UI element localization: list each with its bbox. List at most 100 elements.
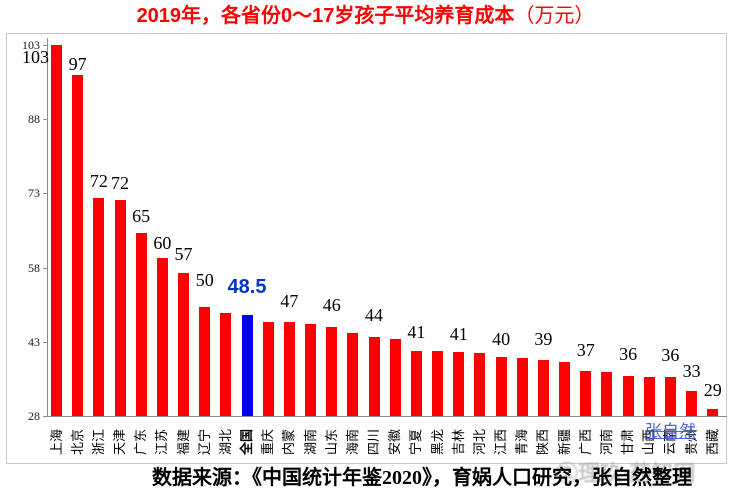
chart-title: 2019年，各省份0～17岁孩子平均养育成本（万元） [0,3,731,29]
bar [453,351,465,416]
x-category-label: 西藏 [704,429,720,456]
y-tick-mark [43,44,47,46]
bar [305,323,317,416]
x-category-label: 重庆 [260,429,276,456]
bar-value-label: 72 [89,171,108,192]
x-category-label: 山东 [323,429,339,456]
x-category-label: 河北 [471,429,487,456]
bar [135,232,147,416]
y-tick-mark [43,267,47,269]
bar [707,408,719,416]
x-category-label: 全国 [239,429,255,456]
y-tick-label: 43 [28,334,40,349]
x-category-label: 广西 [577,429,593,456]
bar-value-label: 37 [576,340,595,361]
bar [516,358,528,416]
bar [347,333,359,416]
bar-value-label: 36 [661,345,680,366]
bar [664,377,676,416]
x-category-label: 安徽 [387,429,403,456]
bar [601,372,613,416]
y-tick-mark [43,193,47,195]
bar-value-label: 97 [68,53,87,74]
bar-value-label: 47 [280,291,299,311]
bar-value-label: 39 [534,329,553,350]
author-watermark: 张自然 [645,422,696,441]
bar [114,199,126,416]
x-category-label: 湖南 [302,429,318,456]
bar-value-label: 36 [619,343,638,364]
y-tick-label: 73 [28,186,40,201]
x-axis-line [47,416,727,417]
bar-national-highlight [241,314,253,416]
x-category-label: 陕西 [535,429,551,456]
x-category-label: 江西 [493,429,509,456]
bar [580,371,592,416]
y-tick-label: 58 [28,260,40,275]
bar [368,336,380,416]
bar [410,350,422,416]
bar-value-label: 50 [195,270,214,291]
y-axis-line [47,38,48,416]
x-category-label: 河南 [598,429,614,456]
bar-value-label: 65 [132,205,151,226]
y-tick-label: 88 [28,112,40,127]
bar [432,351,444,416]
x-category-label: 北京 [69,429,85,456]
y-tick-mark [43,416,47,417]
y-tick-label: 28 [28,409,40,423]
x-category-label: 天津 [112,429,127,456]
site-watermark: ②理玖·药智网 [556,461,696,486]
x-category-label: 黑龙 [429,429,445,456]
x-category-label: 内蒙 [281,429,297,456]
bar [559,361,571,416]
bar-value-label: 48.5 [227,275,267,298]
bar [178,272,190,416]
x-category-label: 辽宁 [196,429,212,456]
x-category-label: 江苏 [154,429,170,456]
bar [262,321,274,416]
x-category-label: 青海 [514,429,530,456]
x-category-label: 福建 [175,429,191,456]
bar [51,44,62,416]
x-category-label: 宁夏 [408,429,424,456]
x-category-label: 甘肃 [620,429,636,456]
y-tick-mark [43,119,47,121]
bar [93,198,105,416]
y-tick-mark [43,341,47,343]
x-category-label: 湖北 [217,429,233,456]
x-category-label: 吉林 [450,429,466,456]
bar-value-label: 57 [174,243,193,264]
bar-value-label: 44 [365,304,384,325]
bar [474,353,486,416]
bar [537,360,549,416]
bar-value-label: 41 [449,323,468,344]
bar [156,257,168,416]
bar [283,322,295,416]
x-category-label: 新疆 [556,429,572,456]
bar-value-label: 60 [153,232,172,253]
footer-source: 数据来源：《中国统计年鉴2020》，育娲人口研究，张自然整理 [152,467,692,489]
x-category-label: 上海 [48,429,64,456]
bar [686,391,698,416]
x-category-label: 海南 [344,429,360,456]
bar [220,312,232,416]
bar-value-label: 103 [22,46,49,67]
bar-value-label: 33 [682,361,701,382]
x-category-label: 浙江 [90,429,106,456]
bar [495,356,507,416]
y-tick-label: 103 [22,37,40,52]
bar [643,376,655,416]
chart-title-main: 2019年，各省份0～17岁孩子平均养育成本 [136,5,515,27]
bar [199,307,211,416]
bar-value-label: 72 [111,172,129,193]
chart-title-unit: （万元） [514,5,595,27]
x-category-label: 广东 [133,429,149,456]
bar-value-label: 29 [703,379,722,400]
bar [622,375,634,416]
bar [326,326,338,416]
bar [389,338,401,416]
bar [72,74,84,416]
x-category-label: 四川 [366,429,382,456]
